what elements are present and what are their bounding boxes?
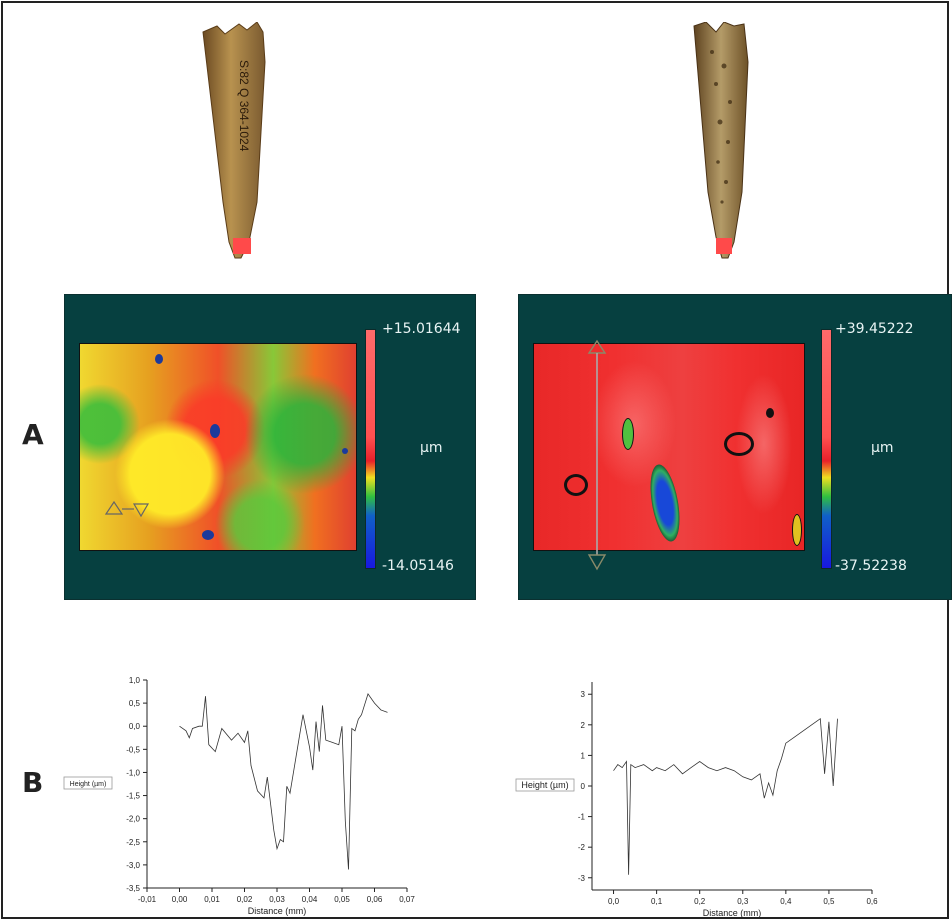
y-axis-label-frame	[63, 776, 113, 790]
colorbar-right	[821, 329, 832, 569]
pit-mark	[342, 448, 348, 454]
y-tick-label: 0,5	[129, 699, 141, 708]
pit-mark	[766, 408, 774, 418]
y-axis-label: Height (µm)	[70, 781, 107, 788]
y-tick-label: 3	[581, 690, 586, 699]
pit-mark	[622, 418, 634, 450]
colorbar-unit-label: µm	[420, 440, 443, 456]
series-line	[179, 693, 388, 870]
x-tick-label: 0,06	[367, 895, 383, 904]
y-tick-label: -3	[578, 874, 586, 883]
y-tick-label: 1,0	[129, 676, 141, 685]
x-tick-label: 0,05	[334, 895, 350, 904]
x-tick-label: -0,01	[138, 895, 157, 904]
x-tick-label: 0,4	[780, 897, 792, 906]
colorbar-min-label: -37.52238	[835, 558, 907, 574]
pit-mark	[202, 530, 214, 540]
y-tick-label: 0	[581, 782, 586, 791]
surface-map-panel-left: +15.01644 µm -14.05146	[64, 294, 476, 600]
y-tick-label: 0,0	[129, 722, 141, 731]
y-axis-label-frame	[515, 778, 575, 792]
y-axis-label-box: Height (µm)	[515, 778, 575, 792]
x-tick-label: 0,07	[399, 895, 415, 904]
y-tick-label: -2,0	[126, 815, 140, 824]
panel-label-a: A	[22, 418, 44, 451]
surface-map-left	[79, 343, 357, 551]
pit-mark	[564, 474, 588, 496]
y-tick-label: -0,5	[126, 745, 140, 754]
colorbar-unit-label: µm	[871, 440, 894, 456]
pit-mark	[724, 432, 754, 456]
x-tick-label: 0,0	[608, 897, 620, 906]
x-tick-label: 0,02	[237, 895, 253, 904]
y-axis-label-box: Height (µm)	[63, 776, 113, 790]
colorbar-max-label: +15.01644	[382, 321, 461, 337]
x-axis-label: Distance (mm)	[248, 906, 307, 916]
x-tick-label: 0,5	[823, 897, 835, 906]
panel-label-b: B	[22, 766, 44, 799]
y-tick-label: 1	[581, 751, 586, 760]
height-profile-chart-left: -0,01 0,00 0,01 0,02 0,03 0,04 0,05 0,06 0,07 1,0…	[63, 676, 415, 916]
pit-mark	[210, 424, 220, 438]
y-axis-label: Height (µm)	[521, 780, 568, 790]
pit-mark	[645, 462, 685, 544]
x-tick-label: 0,6	[866, 897, 878, 906]
y-tick-label: -1,0	[126, 768, 140, 777]
x-tick-label: 0,00	[172, 895, 188, 904]
surface-map-panel-right: +39.45222 µm -37.52238	[518, 294, 952, 600]
y-tick-label: -1	[578, 813, 586, 822]
surface-map-right	[533, 343, 805, 551]
x-tick-label: 0,3	[737, 897, 749, 906]
x-tick-label: 0,03	[269, 895, 285, 904]
x-tick-label: 0,04	[302, 895, 318, 904]
y-tick-label: -3,5	[126, 884, 140, 893]
colorbar-left	[365, 329, 376, 569]
pit-mark	[792, 514, 802, 546]
height-profile-chart-right: 0,0 0,1 0,2 0,3 0,4 0,5 0,6 3 2 1 0 -1 -2 -3 Distance …	[515, 682, 878, 918]
x-tick-label: 0,01	[204, 895, 220, 904]
profile-marker	[587, 339, 607, 571]
y-tick-label: -1,5	[126, 792, 140, 801]
colorbar-max-label: +39.45222	[835, 321, 914, 337]
bone-specimen-left: S:82 Q 364-1024	[202, 22, 266, 259]
colorbar-min-label: -14.05146	[382, 558, 454, 574]
y-tick-label: -3,0	[126, 861, 140, 870]
x-tick-label: 0,2	[694, 897, 706, 906]
pit-mark	[155, 354, 163, 364]
y-tick-label: -2	[578, 843, 586, 852]
x-axis-label: Distance (mm)	[703, 908, 762, 918]
profile-marker	[104, 500, 150, 518]
x-tick-label: 0,1	[651, 897, 663, 906]
bone-inscription: S:82 Q 364-1024	[237, 60, 251, 152]
y-tick-label: -2,5	[126, 838, 140, 847]
series-line	[613, 717, 838, 875]
bone-specimen-right	[693, 22, 749, 259]
y-tick-label: 2	[581, 721, 586, 730]
